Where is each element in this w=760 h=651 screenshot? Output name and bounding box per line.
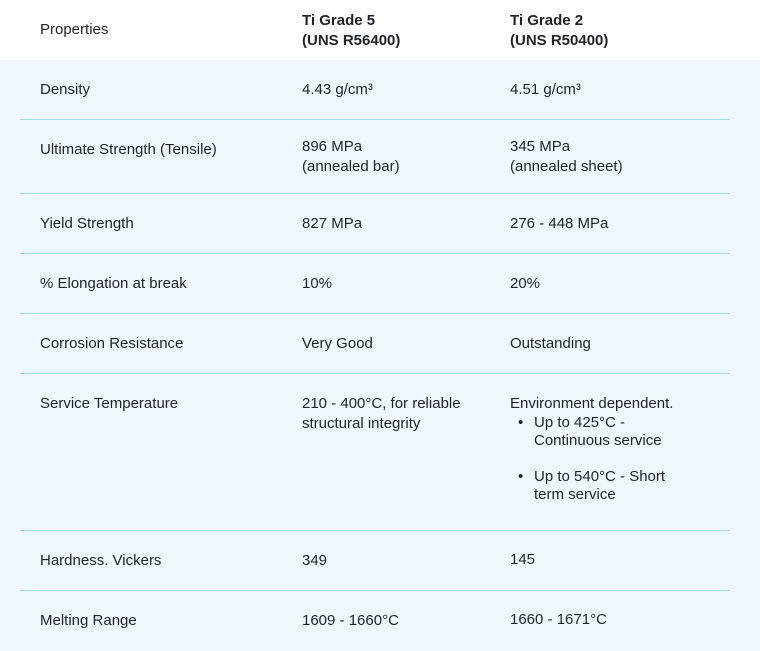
property-cell: Hardness. Vickers	[40, 552, 162, 569]
grade2-intro: Environment dependent.	[510, 395, 674, 412]
table-body: Density 4.43 g/cm³ 4.51 g/cm³ Ultimate S…	[0, 60, 760, 651]
grade2-value: 1660 - 1671°C	[510, 610, 710, 630]
grade2-value: 345 MPa (annealed sheet)	[510, 137, 710, 177]
property-cell: Density	[40, 81, 91, 98]
table-row: Density 4.43 g/cm³ 4.51 g/cm³	[20, 60, 730, 120]
grade5-value-line: (annealed bar)	[302, 158, 400, 175]
grade5-value-line: 210 - 400°C, for reliable	[302, 395, 461, 412]
grade2-value-line: Outstanding	[510, 335, 591, 352]
table-row: Service Temperature 210 - 400°C, for rel…	[20, 374, 730, 531]
grade5-value: 827 MPa	[302, 214, 510, 234]
bullet-icon: •	[518, 468, 524, 485]
grade2-value-line: (annealed sheet)	[510, 158, 623, 175]
header-ti-grade-2: Ti Grade 2 (UNS R50400)	[510, 0, 710, 51]
grade2-value-line: 345 MPa	[510, 138, 571, 155]
table-row: Yield Strength 827 MPa 276 - 448 MPa	[20, 194, 730, 254]
grade5-value: 896 MPa (annealed bar)	[302, 137, 510, 177]
service-bullet-list: • Up to 425°C - Continuous service • Up …	[510, 414, 710, 504]
table-row: Hardness. Vickers 349 145	[20, 531, 730, 591]
grade2-value: 20%	[510, 274, 710, 294]
property-cell: % Elongation at break	[40, 275, 187, 292]
grade5-value-line: Very Good	[302, 335, 373, 352]
bullet-text-line: Up to 425°C -	[534, 414, 626, 431]
grade5-value: 349	[302, 551, 510, 571]
bullet-text-line: Continuous service	[534, 432, 662, 449]
list-item: • Up to 540°C - Short term service	[510, 468, 710, 504]
bullet-text-line: Up to 540°C - Short	[534, 468, 666, 485]
grade5-value: 1609 - 1660°C	[302, 611, 510, 631]
header-ti-grade-2-uns: (UNS R50400)	[510, 32, 609, 49]
grade2-value-line: 1660 - 1671°C	[510, 611, 607, 628]
grade2-value-line: 276 - 448 MPa	[510, 215, 609, 232]
property-cell: Service Temperature	[40, 395, 179, 412]
property-cell: Corrosion Resistance	[40, 335, 184, 352]
grade5-value-line: structural integrity	[302, 415, 421, 432]
list-item: • Up to 425°C - Continuous service	[510, 414, 710, 450]
grade5-value: 210 - 400°C, for reliable structural int…	[302, 394, 510, 434]
grade5-value: 10%	[302, 274, 510, 294]
table-row: Ultimate Strength (Tensile) 896 MPa (ann…	[20, 120, 730, 194]
table-header: Properties Ti Grade 5 (UNS R56400) Ti Gr…	[0, 0, 760, 60]
property-cell: Ultimate Strength (Tensile)	[40, 141, 217, 158]
grade5-value: 4.43 g/cm³	[302, 80, 510, 100]
property-cell: Yield Strength	[40, 215, 134, 232]
header-ti-grade-5-name: Ti Grade 5	[302, 12, 376, 29]
grade5-value-line: 827 MPa	[302, 215, 363, 232]
table-row: % Elongation at break 10% 20%	[20, 254, 730, 314]
header-properties: Properties	[40, 21, 109, 38]
table-row: Corrosion Resistance Very Good Outstandi…	[20, 314, 730, 374]
grade5-value-line: 4.43 g/cm³	[302, 81, 373, 98]
grade2-value: Outstanding	[510, 334, 710, 354]
bullet-icon: •	[518, 414, 524, 431]
grade2-value: 145	[510, 550, 710, 570]
grade2-value-line: 20%	[510, 275, 541, 292]
grade2-value-line: 4.51 g/cm³	[510, 81, 581, 98]
grade5-value-line: 896 MPa	[302, 138, 363, 155]
header-ti-grade-5-uns: (UNS R56400)	[302, 32, 401, 49]
header-ti-grade-5: Ti Grade 5 (UNS R56400)	[302, 0, 510, 51]
grade2-value-line: 145	[510, 551, 536, 568]
header-ti-grade-2-name: Ti Grade 2	[510, 12, 584, 29]
grade5-value-line: 10%	[302, 275, 333, 292]
bullet-text-line: term service	[534, 486, 616, 503]
grade2-value: 4.51 g/cm³	[510, 80, 710, 100]
grade2-value: 276 - 448 MPa	[510, 214, 710, 234]
grade5-value-line: 1609 - 1660°C	[302, 612, 399, 629]
grade5-value: Very Good	[302, 334, 510, 354]
grade2-value: Environment dependent. • Up to 425°C - C…	[510, 394, 710, 504]
table-row: Melting Range 1609 - 1660°C 1660 - 1671°…	[20, 591, 730, 651]
grade5-value-line: 349	[302, 552, 328, 569]
property-cell: Melting Range	[40, 612, 137, 629]
